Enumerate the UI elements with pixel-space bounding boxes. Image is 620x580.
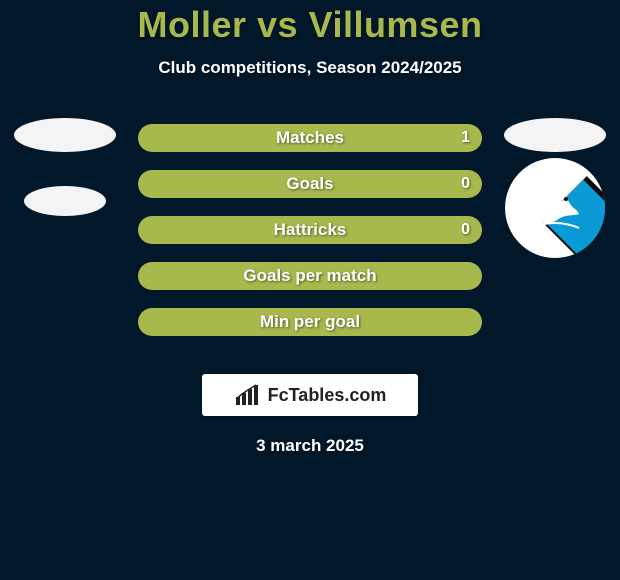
stat-bars: Matches1Goals0Hattricks0Goals per matchM… [138, 124, 482, 336]
left-player-col [0, 118, 130, 216]
player-avatar-placeholder [24, 186, 106, 216]
stat-bar: Min per goal [138, 308, 482, 336]
stat-bar-label: Matches [138, 128, 482, 148]
stat-bar: Hattricks0 [138, 216, 482, 244]
stat-bar-label: Min per goal [138, 312, 482, 332]
stat-bar-label: Goals per match [138, 266, 482, 286]
watermark-text: FcTables.com [268, 385, 387, 406]
stat-bar-value-right: 0 [461, 221, 470, 239]
stat-bar-value-right: 1 [461, 129, 470, 147]
stat-bar-label: Hattricks [138, 220, 482, 240]
watermark: FcTables.com [202, 374, 418, 416]
footer: FcTables.com 3 march 2025 [0, 352, 620, 580]
club-badge [505, 158, 605, 258]
stat-bar: Goals0 [138, 170, 482, 198]
right-player-col [490, 118, 620, 258]
stat-bar: Goals per match [138, 262, 482, 290]
club-badge-icon [505, 158, 605, 258]
stat-bar-value-right: 0 [461, 175, 470, 193]
watermark-chart-icon [234, 383, 262, 407]
subtitle: Club competitions, Season 2024/2025 [0, 58, 620, 78]
page-title: Moller vs Villumsen [0, 4, 620, 46]
player-avatar-placeholder [14, 118, 116, 152]
date-label: 3 march 2025 [256, 436, 364, 456]
stat-bar-label: Goals [138, 174, 482, 194]
player-avatar-placeholder [504, 118, 606, 152]
stat-bar: Matches1 [138, 124, 482, 152]
root: Moller vs Villumsen Club competitions, S… [0, 0, 620, 580]
